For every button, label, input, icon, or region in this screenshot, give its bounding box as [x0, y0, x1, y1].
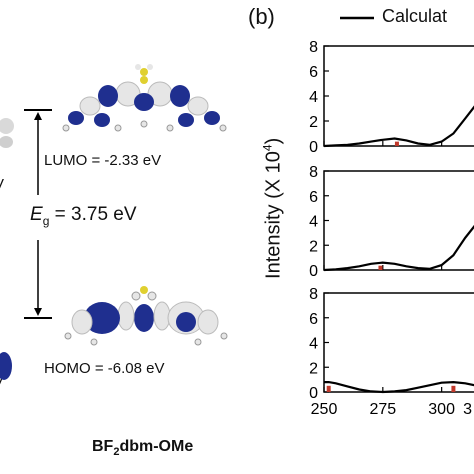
y-tick-label-1-4: 4: [309, 89, 318, 106]
y-tick-label-3-0: 0: [309, 385, 318, 402]
gap-label: Eg = 3.75 eV: [30, 204, 137, 228]
y-tick-label-1-0: 0: [309, 139, 318, 156]
homo-label: HOMO = -6.08 eV: [44, 360, 165, 377]
clipped-energy-label-top: V: [0, 176, 4, 193]
lumo-label: LUMO = -2.33 eV: [44, 152, 162, 169]
gap-arrow-up-head: [34, 112, 42, 120]
molecule-name: BF2dbm-OMe: [92, 438, 193, 458]
y-tick-label-2-0: 0: [309, 263, 318, 280]
x-tick-label-3: 300: [428, 401, 455, 418]
y-tick-label-3-6: 6: [309, 311, 318, 328]
y-tick-label-2-4: 4: [309, 214, 318, 231]
legend-line: [340, 16, 374, 20]
y-tick-label-1-2: 2: [309, 114, 318, 131]
gap-arrow-down-head: [34, 308, 42, 316]
panel-label: (b): [248, 4, 275, 29]
legend-label: Calculat: [382, 6, 448, 26]
gap-symbol: E: [30, 204, 43, 225]
x-tick-label-1: 250: [311, 401, 338, 418]
x-tick-label-4: 3: [463, 401, 472, 418]
molecule-name-subscript: 2: [113, 446, 120, 459]
stick-3-1: [326, 385, 331, 392]
clipped-orbital-bottom: [0, 352, 12, 380]
spectrum-curve-3: [324, 380, 474, 394]
y-tick-label-1-6: 6: [309, 64, 318, 81]
y-tick-label-2-8: 8: [309, 164, 318, 181]
homo-orbital-image: [64, 286, 228, 346]
plot-frame-1: [323, 45, 474, 147]
clipped-energy-label-bottom: V: [0, 372, 4, 389]
lumo-orbital-image: [62, 64, 227, 132]
spectrum-curve-1: [323, 105, 474, 148]
plot-frame-2: [323, 170, 474, 271]
stick-2-1: [378, 265, 383, 270]
clipped-orbital-top: [0, 118, 14, 148]
y-tick-label-3-8: 8: [309, 286, 318, 303]
molecule-name-suffix: dbm-OMe: [119, 438, 194, 455]
molecule-name-prefix: BF: [92, 438, 114, 455]
plot-frame-3: [323, 292, 474, 393]
gap-value: = 3.75 eV: [49, 204, 137, 225]
stick-1-1: [394, 141, 399, 146]
y-tick-label-2-6: 6: [309, 189, 318, 206]
stick-3-2: [451, 385, 456, 392]
y-tick-label-3-4: 4: [309, 336, 318, 353]
spectrum-curve-2: [323, 224, 474, 272]
energy-diagram: [24, 109, 52, 319]
x-tick-label-2: 275: [369, 401, 396, 418]
gap-subscript: g: [42, 213, 50, 228]
y-tick-label-2-2: 2: [309, 238, 318, 255]
y-tick-label-3-2: 2: [309, 360, 318, 377]
y-tick-label-1-8: 8: [309, 39, 318, 56]
